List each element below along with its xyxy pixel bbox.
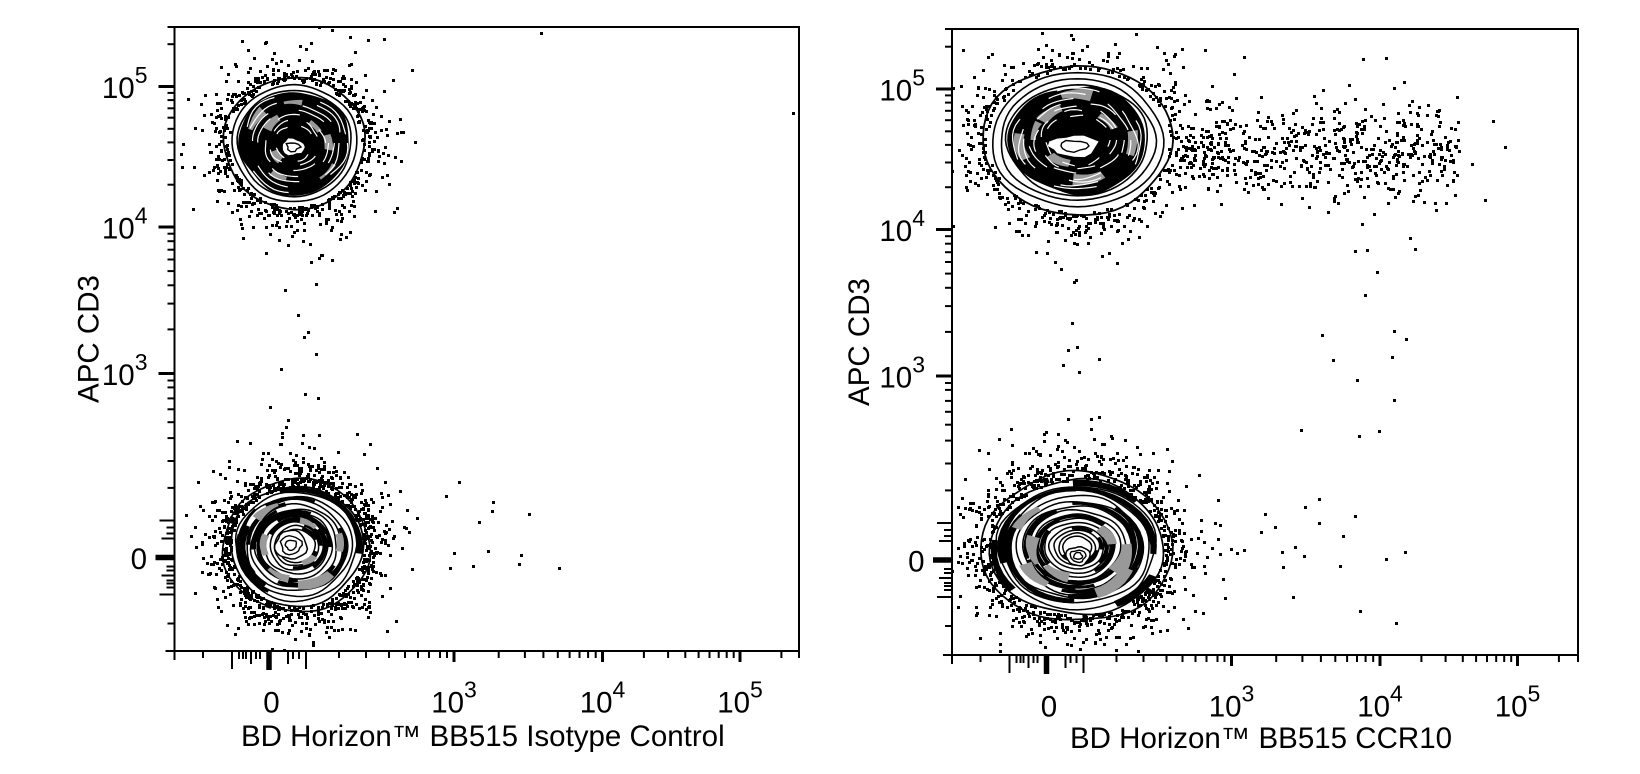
svg-text:3: 3 (464, 677, 477, 703)
svg-text:BD Horizon™ BB515 Isotype Cont: BD Horizon™ BB515 Isotype Control (241, 720, 725, 753)
svg-text:4: 4 (1390, 681, 1403, 707)
svg-text:5: 5 (1528, 681, 1541, 707)
svg-text:3: 3 (135, 349, 148, 375)
svg-text:APC CD3: APC CD3 (73, 275, 106, 403)
svg-text:10: 10 (431, 687, 464, 720)
svg-text:4: 4 (912, 205, 925, 231)
svg-text:10: 10 (1357, 691, 1390, 724)
svg-text:4: 4 (135, 202, 148, 228)
svg-text:0: 0 (263, 687, 279, 720)
svg-text:0: 0 (131, 543, 147, 576)
svg-text:10: 10 (1495, 691, 1528, 724)
svg-text:0: 0 (908, 545, 924, 578)
svg-text:3: 3 (912, 351, 925, 377)
svg-text:APC CD3: APC CD3 (843, 278, 876, 406)
svg-text:10: 10 (879, 215, 912, 248)
svg-text:0: 0 (1041, 691, 1057, 724)
svg-text:5: 5 (912, 64, 925, 90)
svg-text:BD Horizon™ BB515 CCR10: BD Horizon™ BB515 CCR10 (1070, 722, 1452, 755)
svg-text:3: 3 (1242, 681, 1255, 707)
svg-text:10: 10 (717, 687, 750, 720)
svg-text:10: 10 (102, 212, 135, 245)
svg-text:4: 4 (613, 677, 626, 703)
svg-text:10: 10 (102, 72, 135, 105)
svg-text:10: 10 (102, 359, 135, 392)
svg-text:10: 10 (879, 361, 912, 394)
svg-text:10: 10 (1209, 691, 1242, 724)
svg-text:10: 10 (580, 687, 613, 720)
svg-text:10: 10 (879, 74, 912, 107)
svg-text:5: 5 (750, 677, 763, 703)
svg-text:5: 5 (135, 62, 148, 88)
